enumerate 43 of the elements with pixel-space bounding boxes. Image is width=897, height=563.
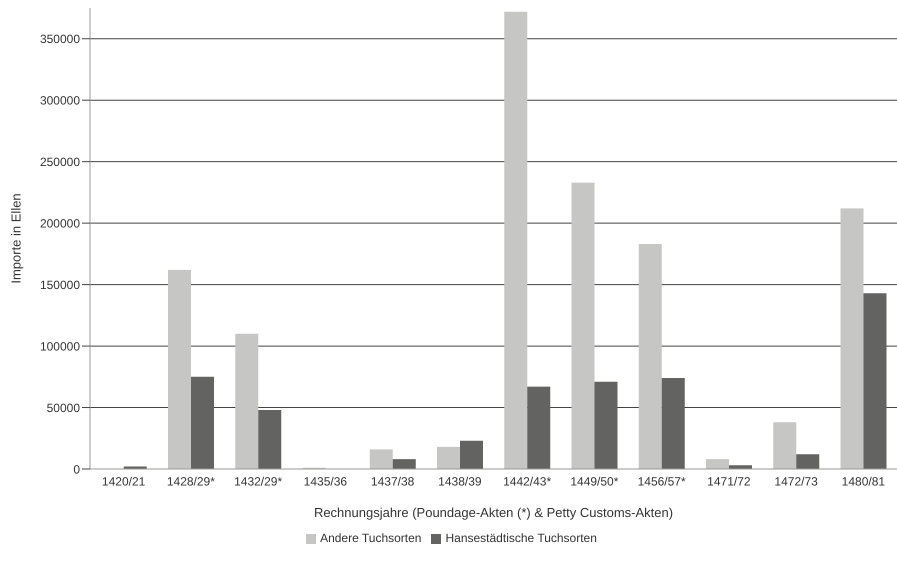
bar [460, 440, 484, 469]
bar [773, 422, 796, 469]
x-tick-label: 1480/81 [842, 474, 886, 489]
legend-label: Andere Tuchsorten [320, 531, 422, 545]
y-tick-label: 50000 [46, 400, 80, 415]
bar [638, 244, 662, 469]
x-tick-label: 1428/29* [166, 474, 216, 489]
y-tick-label: 200000 [40, 216, 80, 230]
x-axis-title: Rechnungsjahre (Poundage-Akten (*) & Petty Customs-Akten) [314, 505, 674, 520]
bar [594, 382, 618, 469]
x-tick-label: 1472/73 [774, 474, 818, 489]
x-tick-label: 1420/21 [102, 474, 146, 489]
bar [258, 410, 282, 469]
bar [527, 386, 550, 469]
x-tick-label: 1471/72 [707, 474, 751, 489]
y-axis-title: Importe in Ellen [8, 193, 24, 284]
bar [706, 459, 730, 469]
bar [572, 182, 595, 469]
bar [168, 270, 192, 469]
bar [662, 378, 685, 469]
x-tick-label: 1435/36 [304, 474, 348, 489]
legend-label: Hansestädtische Tuchsorten [445, 531, 597, 545]
bar [437, 446, 460, 469]
y-tick-label: 0 [73, 462, 80, 476]
y-tick-label: 100000 [40, 339, 80, 354]
x-tick-label: 1449/50* [570, 474, 619, 489]
x-tick-label: 1442/43* [503, 474, 552, 489]
x-tick-label: 1456/57* [638, 474, 686, 489]
x-tick-label: 1432/29* [234, 474, 282, 489]
bar [504, 12, 528, 469]
bar [392, 459, 416, 469]
bar [191, 376, 214, 469]
bar [840, 208, 864, 469]
bar [235, 334, 258, 469]
y-tick-label: 350000 [40, 32, 80, 46]
bar [796, 454, 820, 469]
x-tick-label: 1438/39 [438, 474, 482, 489]
x-tick-label: 1437/38 [370, 474, 415, 489]
y-tick-label: 250000 [40, 154, 80, 169]
bar [864, 293, 887, 469]
bar [370, 449, 393, 469]
y-tick-label: 150000 [40, 278, 80, 292]
y-tick-label: 300000 [40, 93, 80, 108]
